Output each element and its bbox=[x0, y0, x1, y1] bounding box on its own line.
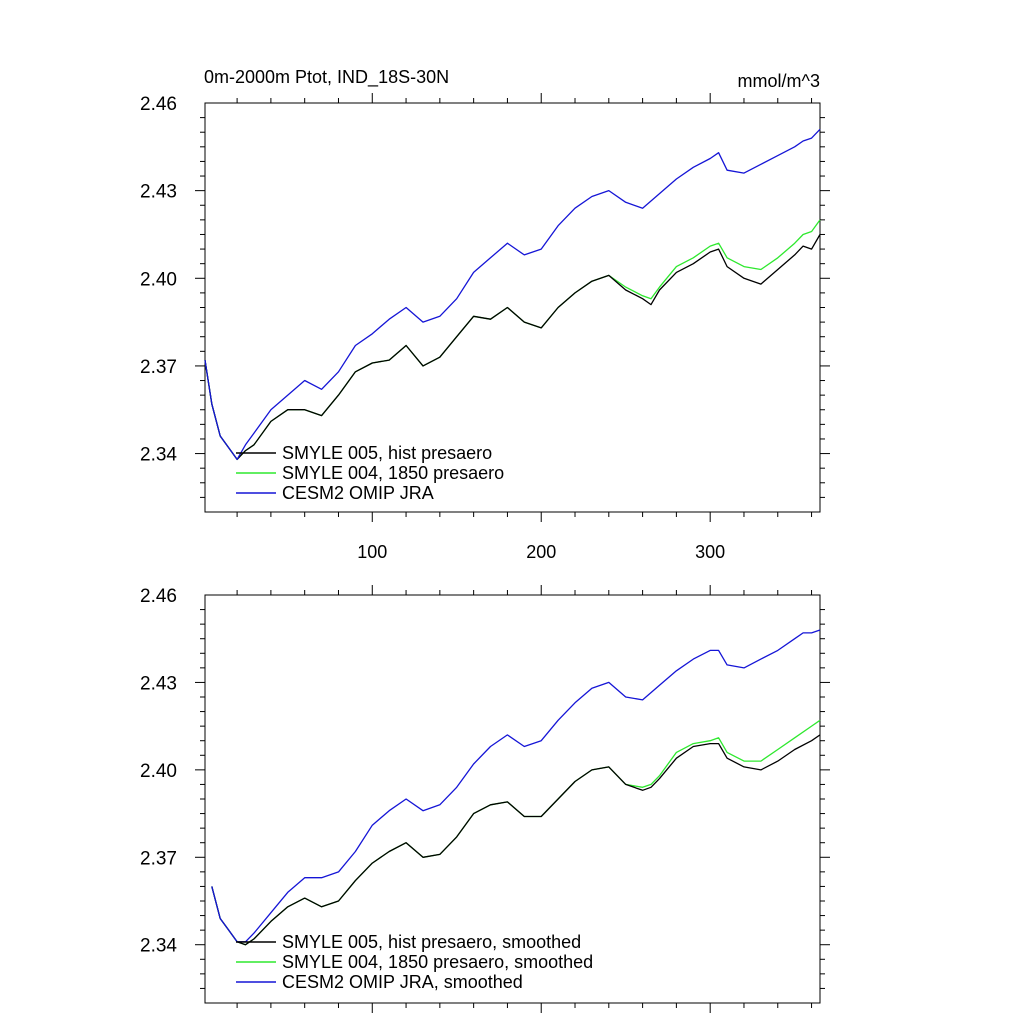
y-tick-label: 2.43 bbox=[140, 182, 177, 203]
top-panel: 100 200 300 2.34 2.37 2.40 2.43 2.46 SMYLE 005, … bbox=[140, 93, 830, 562]
series-line-2 bbox=[211, 719, 821, 946]
series-line-3 bbox=[204, 128, 821, 461]
series-line-3 bbox=[211, 629, 821, 943]
legend-label: CESM2 OMIP JRA, smoothed bbox=[282, 972, 523, 992]
y-tick-label: 2.37 bbox=[140, 848, 177, 869]
units-label: mmol/m^3 bbox=[738, 71, 820, 91]
legend-label: SMYLE 004, 1850 presaero, smoothed bbox=[282, 952, 593, 972]
legend-label: SMYLE 005, hist presaero, smoothed bbox=[282, 932, 581, 952]
legend-label: SMYLE 005, hist presaero bbox=[282, 443, 492, 463]
y-tick-label: 2.37 bbox=[140, 357, 177, 378]
series-line-1 bbox=[211, 734, 821, 946]
chart-title: 0m-2000m Ptot, IND_18S-30N bbox=[204, 67, 449, 88]
x-tick-label: 100 bbox=[357, 542, 387, 562]
y-tick-label: 2.43 bbox=[140, 673, 177, 694]
y-tick-label: 2.40 bbox=[140, 761, 177, 782]
series-line-1 bbox=[204, 234, 821, 461]
series-line-2 bbox=[204, 219, 821, 461]
x-tick-label: 300 bbox=[695, 542, 725, 562]
y-tick-label: 2.40 bbox=[140, 269, 177, 290]
y-tick-label: 2.34 bbox=[140, 445, 177, 466]
x-tick-label: 200 bbox=[526, 542, 556, 562]
y-tick-label: 2.46 bbox=[140, 94, 177, 115]
legend-label: SMYLE 004, 1850 presaero bbox=[282, 463, 504, 483]
legend-label: CESM2 OMIP JRA bbox=[282, 483, 434, 503]
y-tick-label: 2.34 bbox=[140, 936, 177, 957]
bottom-panel: 2.34 2.37 2.40 2.43 2.46 SMYLE 005, hist pres… bbox=[140, 585, 830, 1013]
y-tick-label: 2.46 bbox=[140, 586, 177, 607]
